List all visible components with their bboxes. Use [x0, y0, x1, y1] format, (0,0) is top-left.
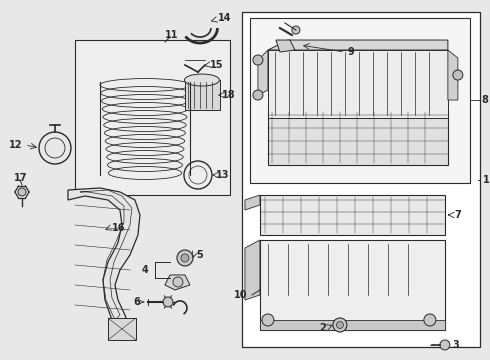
Text: 18: 18 — [222, 90, 236, 100]
Polygon shape — [276, 40, 295, 52]
Bar — [250, 18, 470, 183]
Circle shape — [253, 55, 263, 65]
Circle shape — [253, 90, 263, 100]
Polygon shape — [68, 188, 140, 335]
Polygon shape — [245, 240, 260, 300]
Circle shape — [18, 188, 26, 196]
Circle shape — [262, 314, 274, 326]
Circle shape — [440, 340, 450, 350]
Bar — [260, 240, 445, 330]
Ellipse shape — [184, 74, 220, 86]
Polygon shape — [165, 275, 190, 290]
Text: 2: 2 — [319, 323, 326, 333]
Polygon shape — [268, 50, 448, 118]
Text: 15: 15 — [210, 60, 223, 70]
Text: 6: 6 — [133, 297, 140, 307]
Circle shape — [177, 250, 193, 266]
Circle shape — [163, 297, 173, 307]
Circle shape — [333, 318, 347, 332]
Polygon shape — [185, 80, 220, 110]
Polygon shape — [258, 50, 268, 95]
Circle shape — [173, 277, 183, 287]
Text: 9: 9 — [348, 47, 355, 57]
Polygon shape — [245, 195, 260, 210]
Circle shape — [292, 26, 300, 34]
Circle shape — [453, 70, 463, 80]
Polygon shape — [268, 40, 448, 50]
Text: 7: 7 — [455, 210, 462, 220]
Circle shape — [337, 321, 343, 328]
Text: 4: 4 — [141, 265, 148, 275]
Text: 16: 16 — [112, 223, 125, 233]
Text: 8: 8 — [482, 95, 489, 105]
Circle shape — [181, 254, 189, 262]
Text: 14: 14 — [218, 13, 231, 23]
Bar — [108, 318, 136, 340]
Text: 12: 12 — [8, 140, 22, 150]
Polygon shape — [448, 50, 458, 100]
Bar — [268, 110, 448, 165]
Circle shape — [424, 314, 436, 326]
Text: 5: 5 — [196, 250, 203, 260]
Bar — [75, 40, 230, 195]
Text: 10: 10 — [234, 290, 248, 300]
Bar — [242, 12, 480, 347]
Text: 3: 3 — [452, 340, 459, 350]
Polygon shape — [260, 320, 445, 330]
Text: 13: 13 — [216, 170, 229, 180]
Text: 17: 17 — [14, 173, 27, 183]
Text: 1: 1 — [483, 175, 490, 185]
Bar — [260, 195, 445, 235]
Text: 11: 11 — [165, 30, 178, 40]
